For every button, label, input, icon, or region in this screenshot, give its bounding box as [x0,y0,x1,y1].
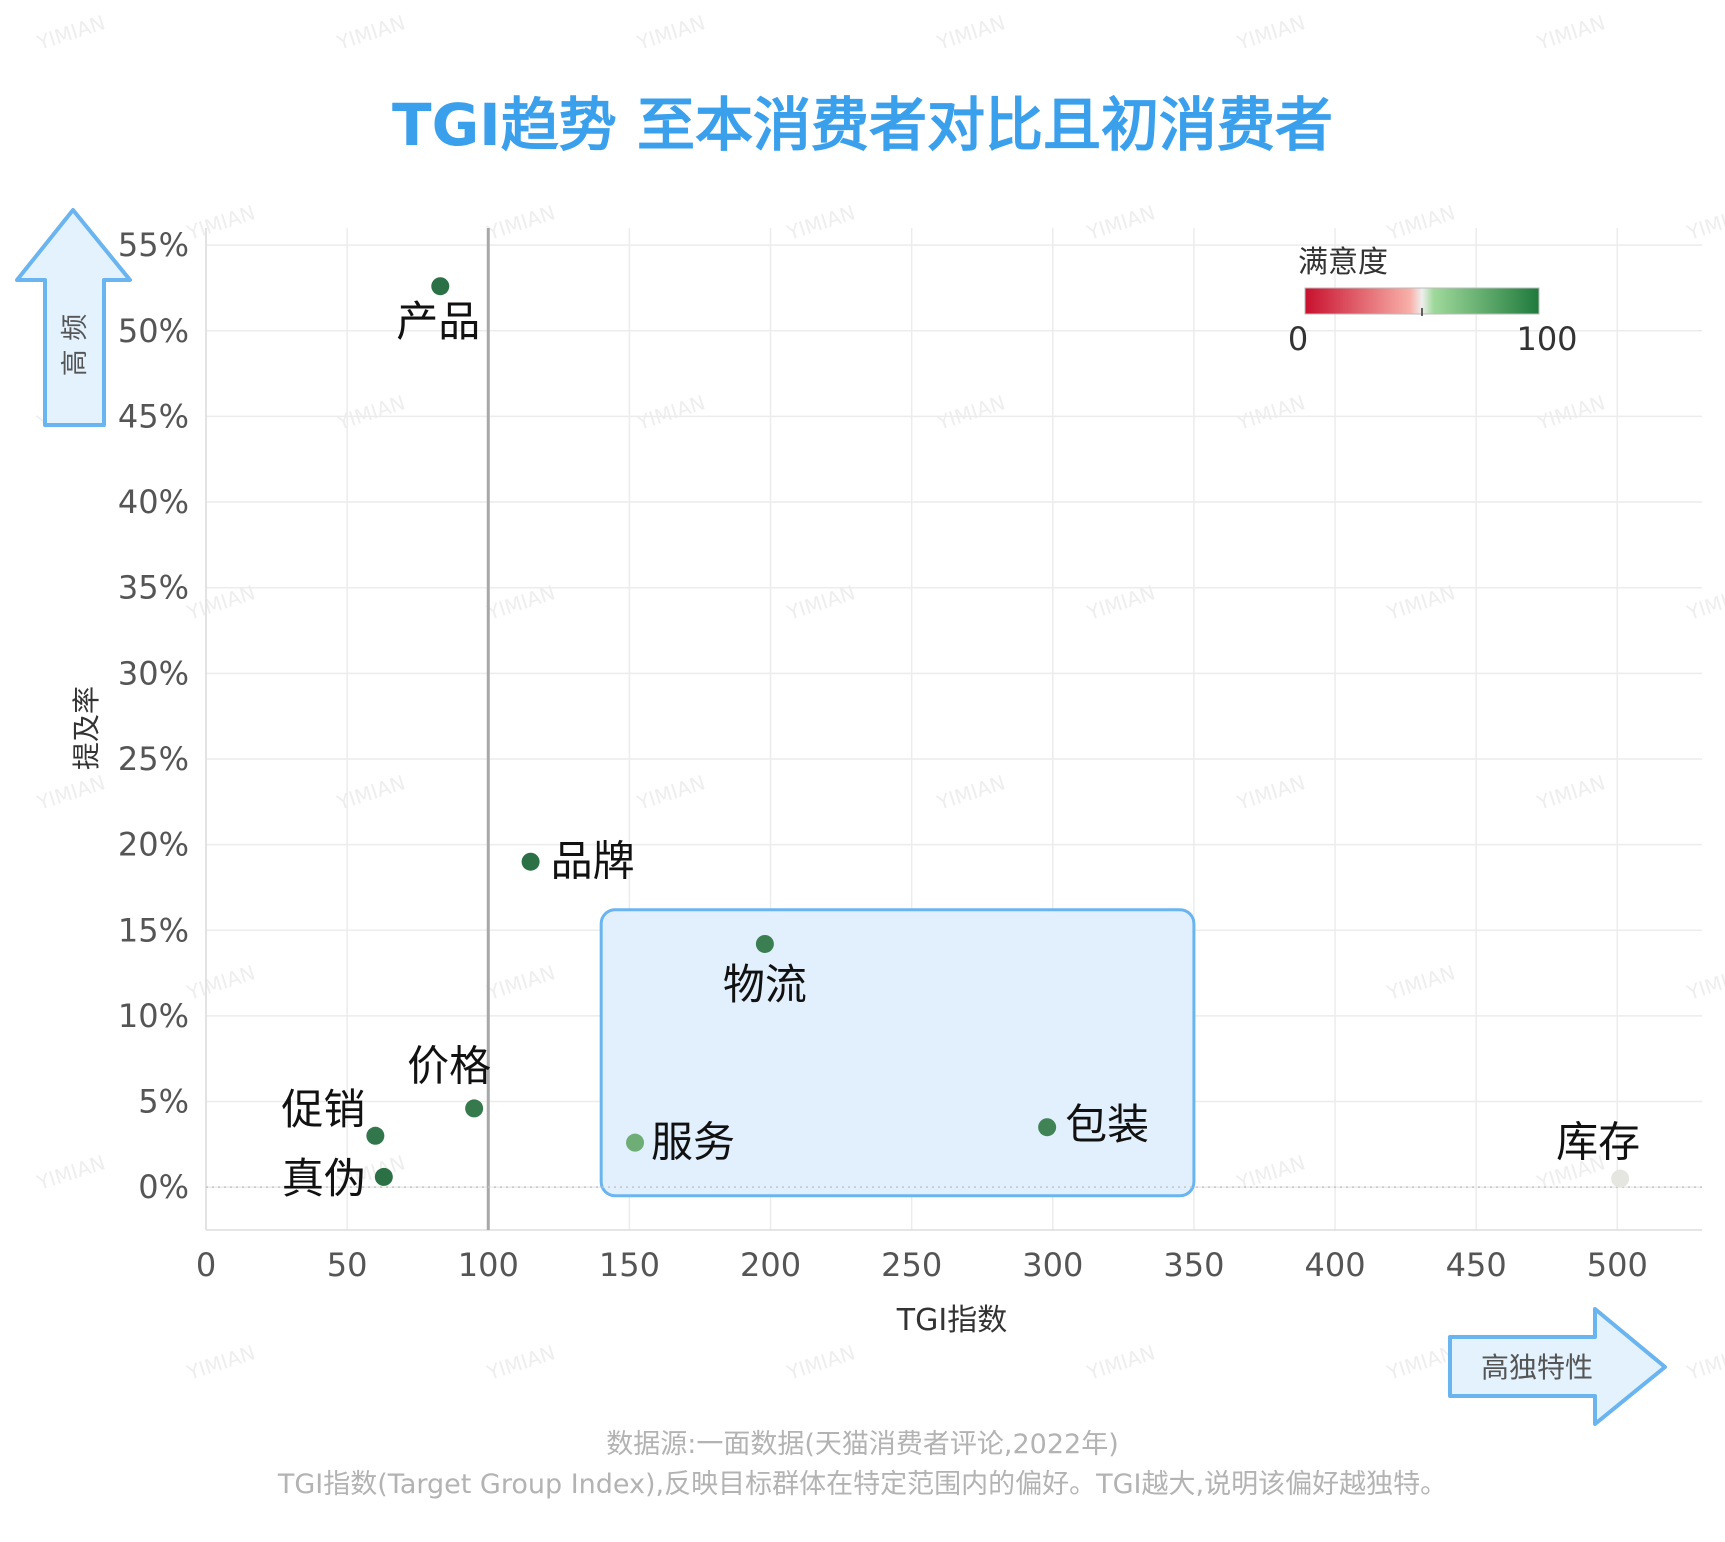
chart-title: TGI趋势 至本消费者对比且初消费者 [392,91,1333,159]
watermark-text: YIMIAN [33,1150,108,1195]
watermark-text: YIMIAN [33,10,108,55]
y-tick-label: 25% [118,740,189,778]
watermark-text: YIMIAN [633,770,708,815]
data-point [521,852,540,871]
y-tick-label: 40% [118,483,189,521]
watermark-text: YIMIAN [1233,390,1308,435]
x-tick-label: 200 [740,1246,801,1284]
watermark-text: YIMIAN [783,1340,858,1385]
watermark-text: YIMIAN [483,1340,558,1385]
watermark-text: YIMIAN [1233,770,1308,815]
watermark-text: YIMIAN [933,390,1008,435]
y-axis-label: 提及率 [70,686,103,770]
x-axis-label: TGI指数 [896,1303,1007,1338]
watermark-text: YIMIAN [1533,390,1608,435]
watermark-text: YIMIAN [1533,770,1608,815]
watermark-text: YIMIAN [1683,960,1725,1005]
watermark-text: YIMIAN [933,770,1008,815]
y-tick-label: 35% [118,569,189,607]
watermark-text: YIMIAN [783,200,858,245]
x-tick-label: 250 [881,1246,942,1284]
y-tick-label: 30% [118,654,189,692]
legend-min-label: 0 [1288,320,1308,358]
legend-title: 满意度 [1298,245,1388,280]
data-point [431,277,450,296]
watermark-text: YIMIAN [333,770,408,815]
point-label: 库存 [1556,1118,1640,1167]
watermark-text: YIMIAN [1383,1340,1458,1385]
data-point [366,1126,385,1145]
y-tick-label: 10% [118,997,189,1035]
data-point [626,1133,645,1152]
point-label: 产品 [396,297,480,346]
footer-source: 数据源:一面数据(天猫消费者评论,2022年) [606,1429,1119,1460]
y-axis: 0% 5% 10% 15% 20% 25% 30% 35% 40% 45% 50% 55% [118,226,189,1206]
watermark-text: YIMIAN [33,770,108,815]
high-uniqueness-label: 高独特性 [1481,1351,1593,1384]
y-tick-label: 50% [118,312,189,350]
watermark-text: YIMIAN [1533,10,1608,55]
x-tick-label: 0 [196,1246,216,1284]
y-tick-label: 5% [138,1083,189,1121]
watermark-text: YIMIAN [483,200,558,245]
watermark-text: YIMIAN [183,200,258,245]
point-label: 包装 [1065,1100,1149,1149]
x-tick-label: 450 [1446,1246,1507,1284]
watermark-text: YIMIAN [333,10,408,55]
watermark-text: YIMIAN [1233,1150,1308,1195]
y-tick-label: 45% [118,397,189,435]
point-label: 促销 [281,1085,365,1134]
y-tick-label: 55% [118,226,189,264]
watermark-text: YIMIAN [1383,960,1458,1005]
point-label: 物流 [723,960,807,1009]
x-tick-label: 300 [1022,1246,1083,1284]
data-point [755,934,774,953]
data-point [1038,1118,1057,1137]
x-tick-label: 100 [458,1246,519,1284]
high-frequency-label: 高 频 [60,314,91,377]
watermark-text: YIMIAN [1383,200,1458,245]
high-uniqueness-arrow: 高独特性 [1448,1307,1667,1426]
watermark-text: YIMIAN [633,390,708,435]
watermark-text: YIMIAN [183,1340,258,1385]
y-tick-label: 0% [138,1168,189,1206]
y-tick-label: 20% [118,826,189,864]
watermark-text: YIMIAN [1083,1340,1158,1385]
x-axis: 0 50 100 150 200 250 300 350 400 450 500 [196,1246,1648,1284]
watermark-text: YIMIAN [333,390,408,435]
data-point [465,1099,484,1118]
watermark-text: YIMIAN [483,960,558,1005]
watermark-text: YIMIAN [1233,10,1308,55]
point-label: 真伪 [282,1154,366,1203]
color-legend: 满意度 0 100 [1288,245,1578,358]
y-tick-label: 15% [118,911,189,949]
footer-note: TGI指数(Target Group Index),反映目标群体在特定范围内的偏… [277,1469,1448,1500]
watermark-text: YIMIAN [183,960,258,1005]
watermark-text: YIMIAN [1683,200,1725,245]
x-tick-label: 400 [1305,1246,1366,1284]
watermark-text: YIMIAN [1083,200,1158,245]
legend-max-label: 100 [1516,320,1577,358]
high-frequency-arrow: 高 频 [15,208,132,427]
point-label: 价格 [407,1041,491,1090]
data-point [374,1167,393,1186]
watermark-text: YIMIAN [633,10,708,55]
watermark-text: YIMIAN [933,10,1008,55]
watermark-text: YIMIAN [1683,1340,1725,1385]
point-label: 服务 [651,1118,735,1167]
point-label: 品牌 [551,837,635,886]
x-tick-label: 50 [327,1246,368,1284]
x-tick-label: 500 [1587,1246,1648,1284]
x-tick-label: 350 [1163,1246,1224,1284]
x-tick-label: 150 [599,1246,660,1284]
data-point [1611,1169,1630,1188]
